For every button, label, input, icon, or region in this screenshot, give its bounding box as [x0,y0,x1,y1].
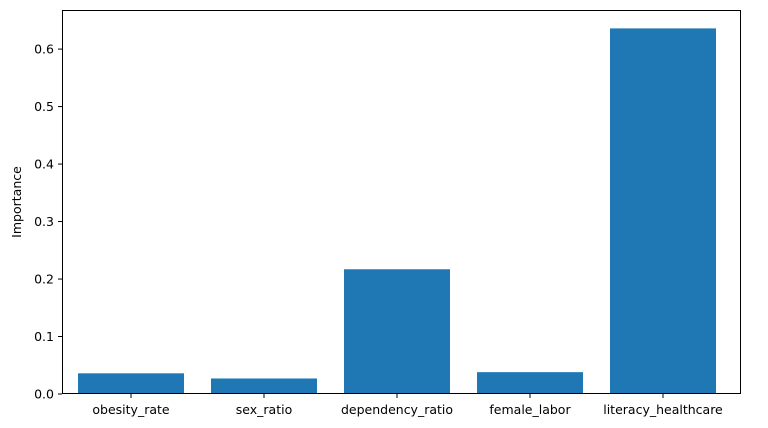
x-tick-label: female_labor [489,402,571,417]
y-tick-label: 0.2 [34,272,54,287]
x-tick-label: obesity_rate [92,402,170,417]
y-tick-label: 0.1 [34,329,54,344]
x-tick-label: dependency_ratio [341,402,453,417]
y-tick-label: 0.3 [34,214,54,229]
bars [78,28,716,395]
y-axis-label: Importance [9,166,24,238]
bar-dependency_ratio [344,269,450,394]
x-axis-ticks: obesity_rate sex_ratio dependency_ratio fem… [92,394,723,417]
y-tick-label: 0.0 [34,387,54,402]
y-tick-label: 0.5 [34,99,54,114]
y-tick-label: 0.4 [34,157,54,172]
bar-obesity_rate [78,373,184,394]
bar-literacy_healthcare [610,28,716,395]
x-tick-label: literacy_healthcare [603,402,723,417]
y-axis-ticks: 0.0 0.1 0.2 0.3 0.4 0.5 0.6 [34,42,62,402]
bar-female_labor [477,372,583,394]
bar-sex_ratio [211,378,317,394]
y-tick-label: 0.6 [34,42,54,57]
x-tick-label: sex_ratio [236,402,292,417]
plot-frame [62,10,741,394]
